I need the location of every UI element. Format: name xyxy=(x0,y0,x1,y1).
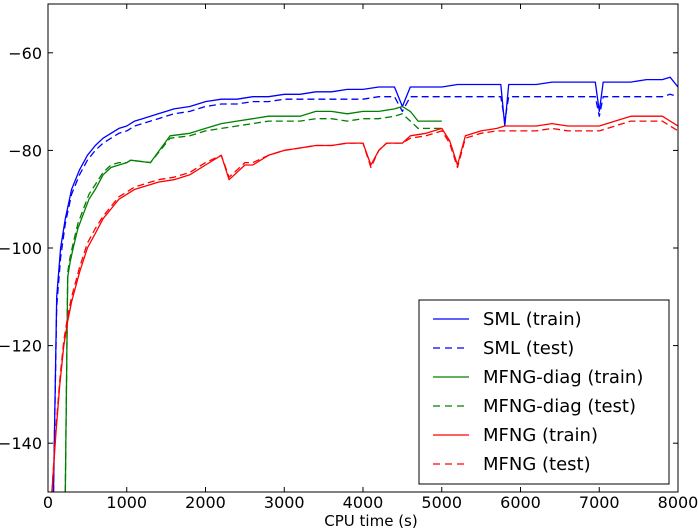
legend-entry-5: MFNG (test) xyxy=(483,454,591,475)
legend-entry-2: MFNG-diag (train) xyxy=(483,367,643,388)
series-line-3 xyxy=(64,113,442,492)
legend: SML (train) SML (test) MFNG-diag (train) MF… xyxy=(418,299,670,485)
series-layer xyxy=(51,76,678,492)
x-tick-label: 4000 xyxy=(343,493,384,512)
y-tick-label: −100 xyxy=(0,239,42,258)
y-tick-label: −140 xyxy=(0,434,42,453)
y-tick-label: −80 xyxy=(8,141,42,160)
x-tick-label: 6000 xyxy=(500,493,541,512)
legend-entry-1: SML (test) xyxy=(483,338,574,359)
x-tick-label: 5000 xyxy=(421,493,462,512)
series-line-1 xyxy=(52,93,678,492)
legend-entry-4: MFNG (train) xyxy=(483,425,598,446)
legend-entry-0: SML (train) xyxy=(483,309,582,330)
x-tick-label: 3000 xyxy=(264,493,305,512)
series-line-5 xyxy=(51,120,678,492)
x-tick-label: 2000 xyxy=(185,493,226,512)
x-tick-label: 1000 xyxy=(106,493,147,512)
x-axis-label: CPU time (s) xyxy=(324,512,417,529)
legend-box xyxy=(418,299,670,485)
x-tick-label: 8000 xyxy=(658,493,698,512)
axes-layer: 0 1000 2000 3000 4000 5000 6000 7000 8000 −140 −12… xyxy=(0,3,698,529)
x-tick-label: 7000 xyxy=(579,493,620,512)
y-tick-label: −60 xyxy=(8,44,42,63)
series-line-2 xyxy=(64,105,442,492)
series-line-0 xyxy=(52,76,678,492)
legend-entry-3: MFNG-diag (test) xyxy=(483,396,636,417)
x-tick-label: 0 xyxy=(43,493,53,512)
y-tick-label: −120 xyxy=(0,337,42,356)
